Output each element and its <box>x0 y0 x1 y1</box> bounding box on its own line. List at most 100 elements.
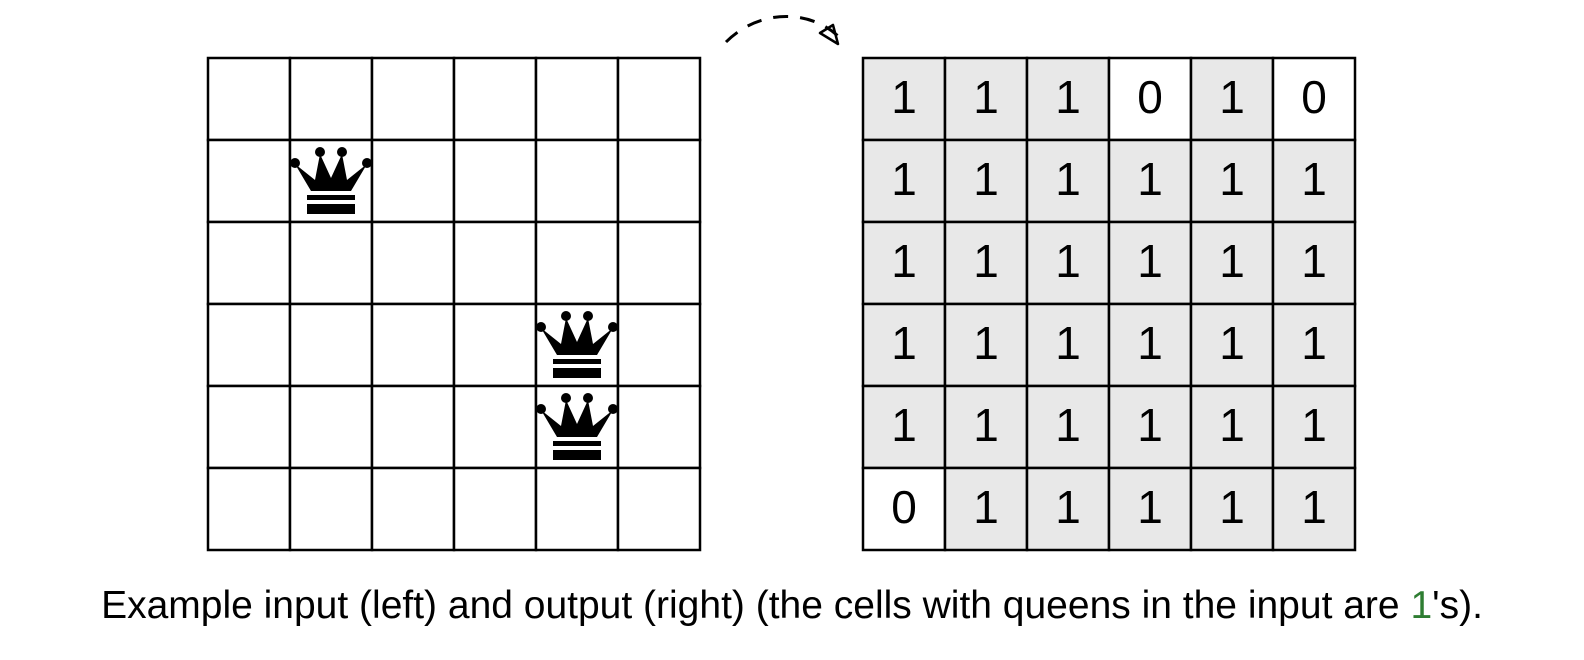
caption-text-before: Example input (left) and output (right) … <box>101 584 1411 627</box>
caption: Example input (left) and output (right) … <box>0 584 1584 636</box>
output-cell-value: 1 <box>1055 399 1081 451</box>
output-cell-value: 1 <box>1301 481 1327 533</box>
output-cell-value: 1 <box>1219 153 1245 205</box>
output-cell-r5-c1 <box>943 466 1029 552</box>
output-cell-value: 1 <box>1137 399 1163 451</box>
output-cell-value: 1 <box>1055 235 1081 287</box>
output-cell-r2-c5 <box>1271 220 1357 306</box>
output-cell-r4-c1 <box>943 384 1029 470</box>
input-cell-r4-c5 <box>616 384 702 470</box>
input-cell-r3-c0 <box>206 302 292 388</box>
output-cell-value: 0 <box>1137 71 1163 123</box>
input-cell-r4-c2 <box>370 384 456 470</box>
input-cell-r5-c4 <box>534 466 620 552</box>
output-cell-r3-c0 <box>861 302 947 388</box>
output-cell-r5-c4 <box>1189 466 1275 552</box>
output-cell-value: 1 <box>1055 153 1081 205</box>
output-cell-value: 1 <box>1137 153 1163 205</box>
figure: 1 1 1 0 1 0 1 1 1 1 1 1 1 1 1 1 1 1 1 1 1 1 1 1 1 1 1 1 1 1 0 1 1 1 1 1 <box>206 15 1357 552</box>
output-cell-value: 1 <box>891 317 917 369</box>
output-board: 1 1 1 0 1 0 1 1 1 1 1 1 1 1 1 1 1 1 1 1 1 1 1 1 1 1 1 1 1 1 0 1 1 1 1 1 <box>861 56 1357 552</box>
input-cell-r3-c5 <box>616 302 702 388</box>
output-cell-value: 1 <box>1301 153 1327 205</box>
output-cell-r5-c0 <box>861 466 947 552</box>
output-cell-value: 1 <box>1301 399 1327 451</box>
input-cell-r5-c0 <box>206 466 292 552</box>
output-cell-r1-c0 <box>861 138 947 224</box>
output-cell-r2-c4 <box>1189 220 1275 306</box>
output-cell-value: 1 <box>1301 235 1327 287</box>
output-cell-value: 1 <box>973 153 999 205</box>
output-cell-value: 1 <box>1219 481 1245 533</box>
output-cell-value: 1 <box>973 399 999 451</box>
input-cell-r1-c3 <box>452 138 538 224</box>
output-cell-r4-c5 <box>1271 384 1357 470</box>
input-cell-r2-c4 <box>534 220 620 306</box>
input-cell-r5-c5 <box>616 466 702 552</box>
input-cell-r2-c3 <box>452 220 538 306</box>
output-cell-value: 0 <box>891 481 917 533</box>
output-cell-value: 1 <box>1301 317 1327 369</box>
output-cell-value: 1 <box>891 399 917 451</box>
output-cell-r2-c0 <box>861 220 947 306</box>
input-cell-r2-c0 <box>206 220 292 306</box>
input-cell-r5-c2 <box>370 466 456 552</box>
input-cell-r1-c4 <box>534 138 620 224</box>
output-cell-value: 1 <box>891 153 917 205</box>
output-cell-value: 1 <box>891 71 917 123</box>
input-cell-r0-c5 <box>616 56 702 142</box>
input-cell-r1-c0 <box>206 138 292 224</box>
input-cell-r0-c4 <box>534 56 620 142</box>
output-cell-r0-c2 <box>1025 56 1111 142</box>
output-cell-r3-c1 <box>943 302 1029 388</box>
input-cell-r4-c0 <box>206 384 292 470</box>
input-cell-r0-c2 <box>370 56 456 142</box>
output-cell-r1-c4 <box>1189 138 1275 224</box>
output-cell-r5-c3 <box>1107 466 1193 552</box>
output-cell-r3-c5 <box>1271 302 1357 388</box>
arrow-head-icon <box>818 23 840 46</box>
output-cell-r0-c4 <box>1189 56 1275 142</box>
output-cell-value: 1 <box>891 235 917 287</box>
input-cell-r1-c5 <box>616 138 702 224</box>
output-cell-value: 1 <box>1055 481 1081 533</box>
input-cell-r3-c2 <box>370 302 456 388</box>
output-cell-r1-c2 <box>1025 138 1111 224</box>
dashed-curved-arrow-icon <box>724 15 840 44</box>
caption-highlight: 1 <box>1410 584 1433 627</box>
output-cell-r2-c1 <box>943 220 1029 306</box>
input-cell-r5-c1 <box>288 466 374 552</box>
input-cell-r2-c5 <box>616 220 702 306</box>
output-cell-value: 1 <box>1137 317 1163 369</box>
output-cell-value: 1 <box>1219 317 1245 369</box>
input-cell-r3-c1 <box>288 302 374 388</box>
output-cell-value: 1 <box>973 235 999 287</box>
output-cell-r2-c3 <box>1107 220 1193 306</box>
input-cell-r2-c2 <box>370 220 456 306</box>
output-cell-value: 0 <box>1301 71 1327 123</box>
input-cell-r0-c1 <box>288 56 374 142</box>
output-cell-r5-c2 <box>1025 466 1111 552</box>
input-cell-r1-c2 <box>370 138 456 224</box>
output-cell-value: 1 <box>1055 317 1081 369</box>
output-cell-value: 1 <box>973 71 999 123</box>
input-cell-r3-c3 <box>452 302 538 388</box>
output-cell-value: 1 <box>1055 71 1081 123</box>
input-cell-r4-c3 <box>452 384 538 470</box>
output-cell-value: 1 <box>1219 71 1245 123</box>
input-cell-r2-c1 <box>288 220 374 306</box>
input-cell-r4-c1 <box>288 384 374 470</box>
output-cell-r5-c5 <box>1271 466 1357 552</box>
output-cell-value: 1 <box>1219 399 1245 451</box>
output-cell-r4-c3 <box>1107 384 1193 470</box>
output-cell-value: 1 <box>973 317 999 369</box>
output-cell-value: 1 <box>1219 235 1245 287</box>
input-cell-r5-c3 <box>452 466 538 552</box>
output-cell-value: 1 <box>1137 235 1163 287</box>
input-board <box>206 56 702 552</box>
input-cell-r0-c0 <box>206 56 292 142</box>
output-cell-value: 1 <box>973 481 999 533</box>
caption-text-after: 's). <box>1432 584 1483 627</box>
output-cell-value: 1 <box>1137 481 1163 533</box>
input-cell-r0-c3 <box>452 56 538 142</box>
